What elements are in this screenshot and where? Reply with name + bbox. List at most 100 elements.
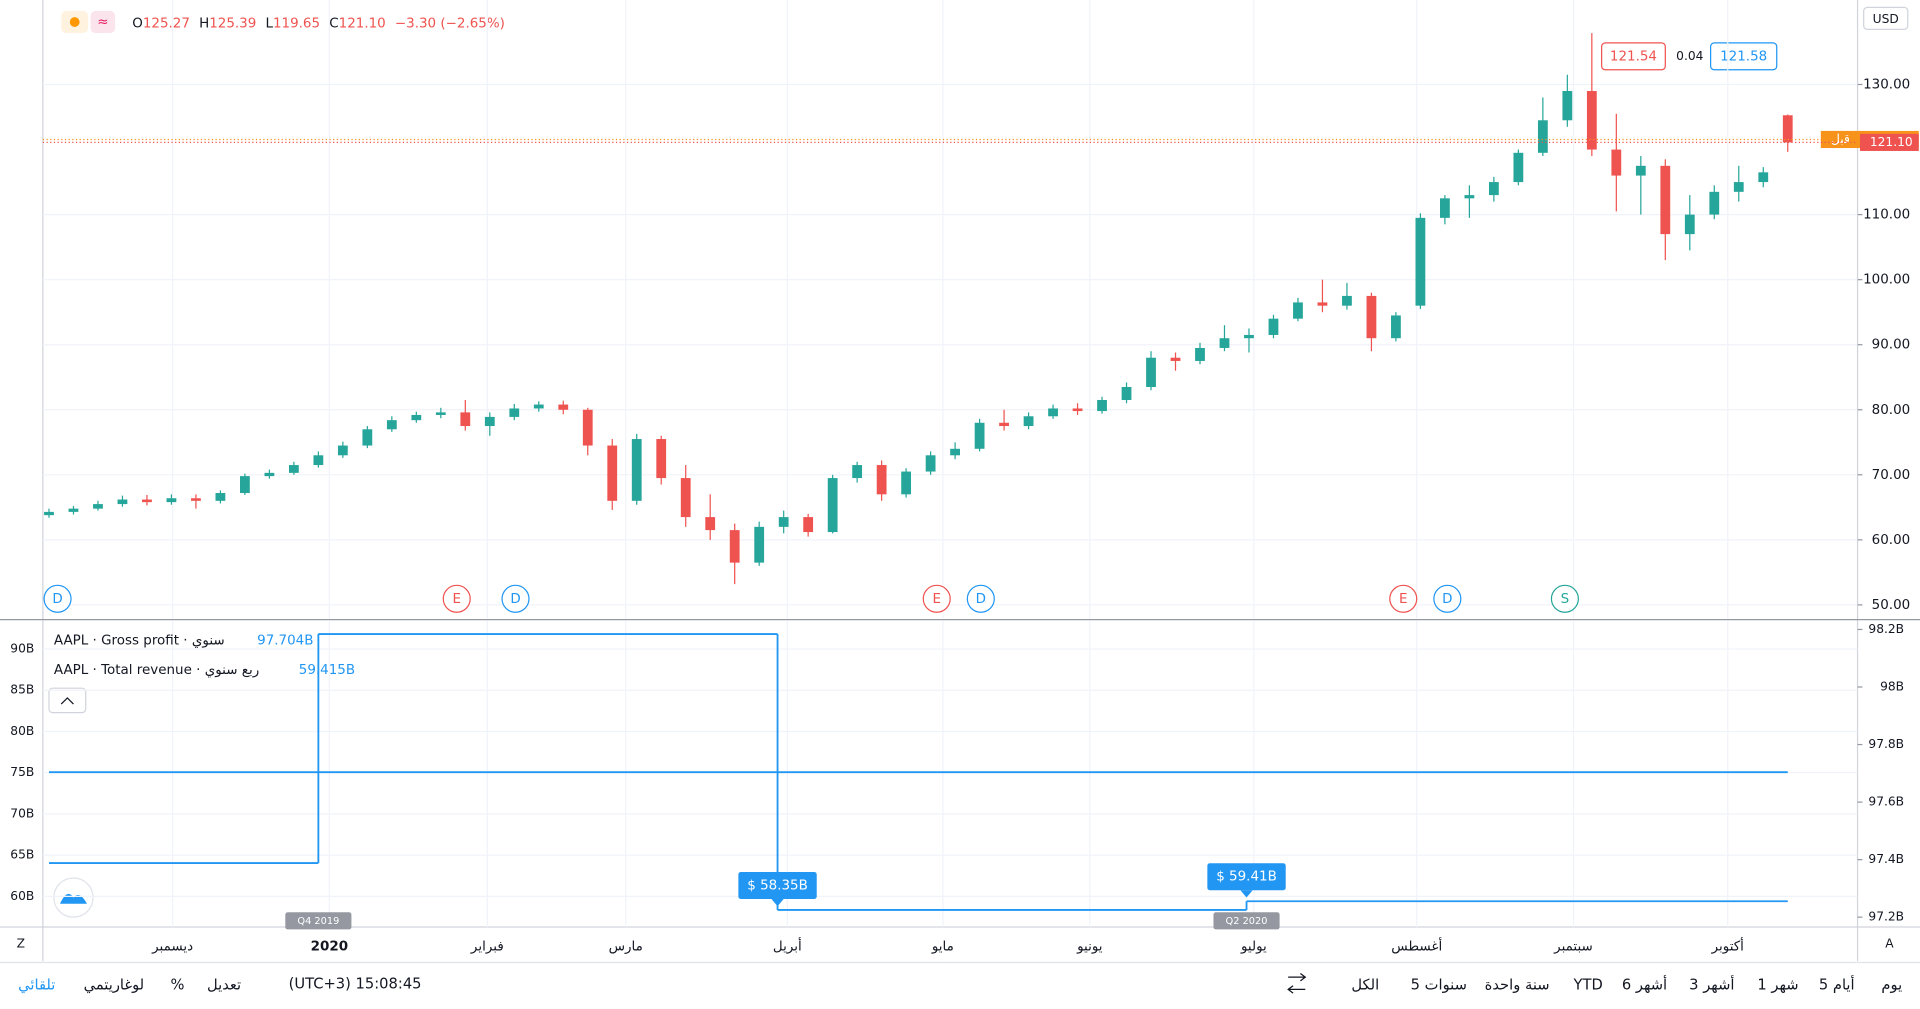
- event-marker[interactable]: [1550, 584, 1579, 613]
- candle-body: [827, 478, 838, 533]
- candle-body: [1782, 115, 1793, 143]
- value-label-box: [1207, 863, 1286, 891]
- y-tick-label: 90B: [10, 642, 34, 656]
- candle-body: [1121, 386, 1132, 401]
- event-label[interactable]: D: [976, 592, 986, 607]
- range-button[interactable]: سنة واحدة: [1485, 977, 1550, 994]
- event-marker[interactable]: [966, 584, 995, 613]
- range-button[interactable]: 5 سنوات: [1411, 977, 1467, 994]
- x-tick-label: يوليو: [1240, 940, 1267, 955]
- y-tick-label: 110.00: [1863, 208, 1910, 223]
- range-button[interactable]: يوم: [1881, 977, 1902, 994]
- event-marker[interactable]: [1389, 584, 1418, 613]
- event-label[interactable]: E: [452, 592, 461, 607]
- event-label[interactable]: E: [1399, 592, 1408, 607]
- candle-body: [1391, 315, 1401, 339]
- x-tick-label: 2020: [311, 940, 348, 955]
- candle-body: [558, 404, 569, 410]
- y-tick-label: 60B: [10, 889, 34, 903]
- y-tick-label: 50.00: [1872, 598, 1911, 613]
- collapse-button[interactable]: [48, 687, 87, 714]
- value-label: $ 58.35B: [747, 878, 808, 893]
- scale-option[interactable]: تلقائي: [18, 977, 55, 994]
- candle-body: [93, 504, 103, 509]
- candle-body: [1219, 338, 1230, 348]
- range-button[interactable]: الكل: [1351, 977, 1379, 994]
- candle-body: [705, 517, 716, 531]
- scale-option[interactable]: %: [171, 977, 185, 994]
- event-marker[interactable]: [1433, 584, 1462, 613]
- scale-option[interactable]: لوغاريتمي: [84, 977, 145, 994]
- period-label: Q4 2019: [297, 916, 339, 927]
- ask[interactable]: 121.58: [1720, 49, 1767, 64]
- value-label-box: [738, 872, 817, 899]
- legend-value: 97.704B: [257, 633, 313, 648]
- event-label[interactable]: D: [510, 592, 520, 607]
- y-tick-label: 80.00: [1872, 403, 1911, 418]
- candle-body: [1440, 198, 1450, 218]
- range-button[interactable]: 3 أشهر: [1689, 975, 1734, 994]
- candle-body: [288, 465, 299, 473]
- candle-body: [729, 530, 740, 563]
- event-marker[interactable]: [43, 584, 72, 613]
- candle-body: [680, 478, 691, 518]
- candle-body: [901, 471, 912, 495]
- candle-body: [582, 409, 593, 446]
- event-marker[interactable]: [442, 584, 471, 613]
- icon-bg: [90, 11, 116, 34]
- candle-body: [1684, 214, 1695, 235]
- event-label[interactable]: D: [1442, 592, 1452, 607]
- candle-body: [803, 517, 814, 533]
- x-tick-label: أكتوبر: [1711, 937, 1744, 955]
- event-marker[interactable]: [501, 584, 530, 613]
- candle-body: [974, 422, 985, 449]
- candle-body: [1244, 334, 1254, 339]
- x-tick-label: أبريل: [773, 937, 802, 955]
- candle-body: [1611, 149, 1622, 176]
- range-button[interactable]: 6 أشهر: [1622, 975, 1667, 994]
- range-button[interactable]: 5 أيام: [1819, 975, 1855, 994]
- candle-body: [142, 499, 152, 503]
- period-tag: [1213, 912, 1280, 930]
- y-tick-label: 80B: [10, 724, 34, 738]
- event-label[interactable]: E: [932, 592, 941, 607]
- value-label-pointer: [771, 898, 784, 907]
- candle-body: [1635, 165, 1646, 176]
- event-label[interactable]: S: [1561, 592, 1570, 607]
- candle-body: [1660, 165, 1671, 235]
- currency-box[interactable]: [1863, 6, 1909, 31]
- candle-body: [1317, 302, 1328, 306]
- candle-body: [1342, 295, 1352, 306]
- ohlc-legend: O125.27 H125.39 L119.65 C121.10 −3.30 (−…: [132, 16, 505, 31]
- bid[interactable]: 121.54: [1610, 49, 1657, 64]
- value: 125.39: [209, 16, 256, 31]
- spread: 0.04: [1676, 49, 1703, 63]
- y2-tick-label: 98B: [1880, 680, 1904, 694]
- scale-button[interactable]: A: [1885, 937, 1894, 951]
- candle-body: [337, 445, 348, 456]
- collapse-icon: [60, 697, 74, 705]
- range-button[interactable]: YTD: [1573, 977, 1603, 994]
- scale-option[interactable]: تعديل: [207, 977, 241, 994]
- candle-body: [117, 499, 128, 505]
- label: L: [265, 16, 273, 31]
- currency[interactable]: USD: [1873, 12, 1899, 26]
- candle-body: [166, 498, 177, 503]
- candle-body: [1293, 302, 1303, 319]
- bid-box[interactable]: [1601, 42, 1666, 71]
- candle-body: [1023, 416, 1034, 427]
- event-marker[interactable]: [922, 584, 951, 613]
- candle-body: [1586, 91, 1597, 150]
- scale-button[interactable]: Z: [17, 937, 25, 951]
- value: 125.27: [143, 16, 190, 31]
- x-tick-label: فبراير: [470, 940, 504, 955]
- candle-body: [1513, 152, 1524, 183]
- y-tick-label: 70.00: [1872, 468, 1911, 483]
- date-range-icon[interactable]: [1287, 972, 1307, 994]
- change: −3.30 (−2.65%): [395, 16, 505, 31]
- range-button[interactable]: 1 شهر: [1757, 977, 1798, 994]
- label: C: [329, 16, 338, 31]
- event-label[interactable]: D: [52, 592, 62, 607]
- sun: [69, 17, 80, 27]
